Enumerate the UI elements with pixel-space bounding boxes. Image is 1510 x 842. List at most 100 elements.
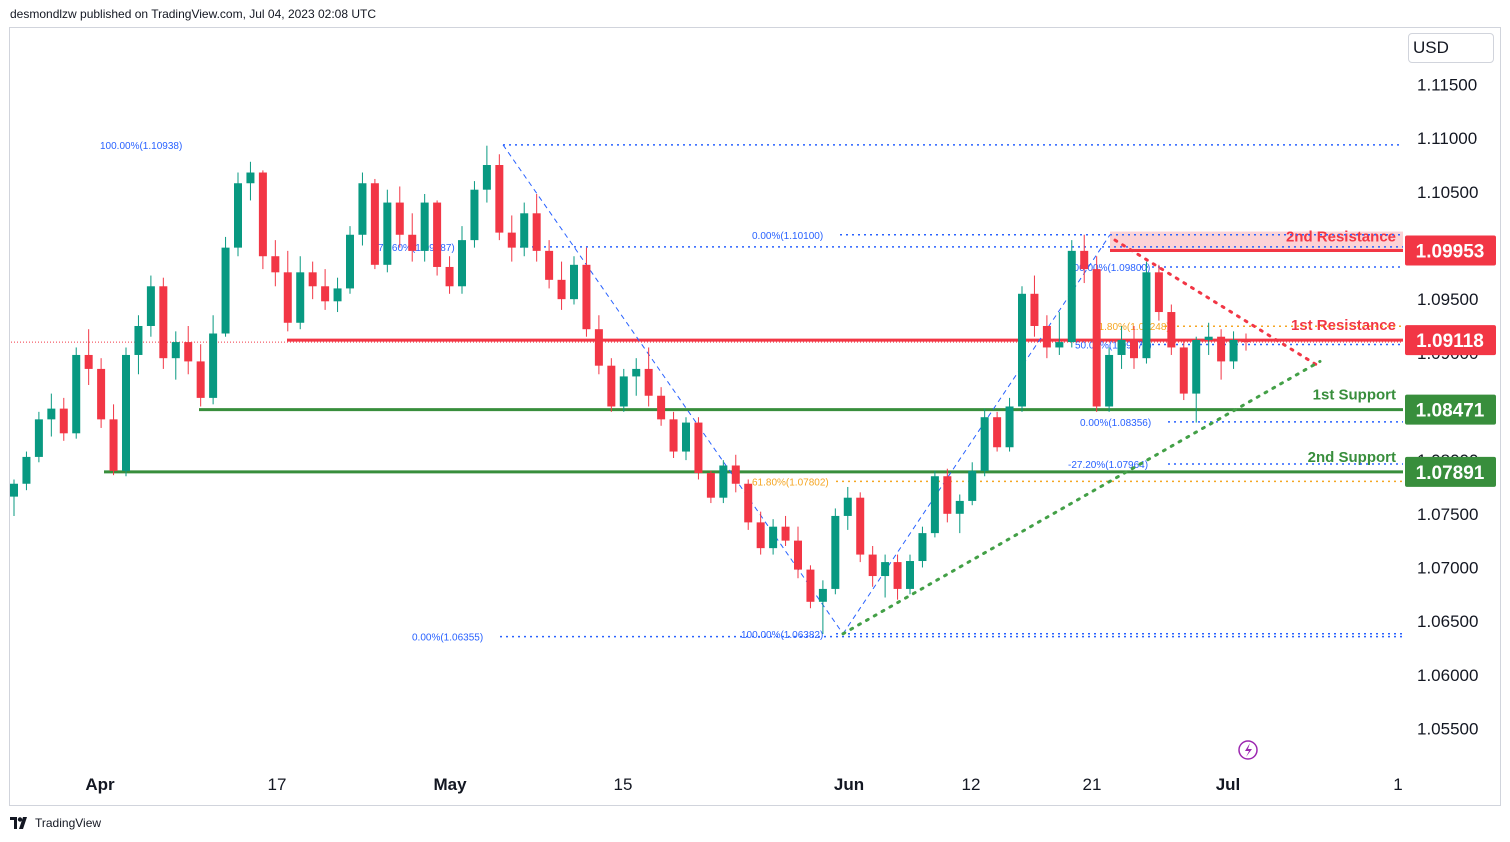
candle-body: [756, 522, 765, 549]
candle-body: [644, 368, 653, 396]
candle-body: [968, 470, 977, 501]
candle: [1204, 322, 1213, 355]
level-label: 2nd Support: [1308, 449, 1396, 466]
candle-body: [159, 286, 168, 359]
candle-body: [122, 354, 130, 471]
candle-body: [1204, 336, 1213, 340]
candle-body: [769, 526, 778, 549]
candle-body: [1092, 269, 1101, 407]
candle-body: [1117, 339, 1126, 355]
candle-body: [271, 256, 280, 273]
candle: [346, 226, 354, 294]
candle: [856, 492, 865, 563]
fib-label: 100.00%(1.09800): [1068, 263, 1150, 274]
candle-body: [134, 325, 143, 355]
candle-body: [619, 376, 628, 407]
candle-body: [594, 329, 603, 366]
x-tick-label: Apr: [85, 775, 115, 794]
candle: [682, 417, 690, 461]
candle: [532, 193, 541, 262]
candle: [358, 172, 367, 246]
candle: [34, 411, 43, 463]
candle-body: [184, 342, 193, 362]
x-tick-label: Jul: [1216, 775, 1241, 794]
y-tick-label: 1.10500: [1417, 183, 1478, 202]
candle-body: [1005, 406, 1014, 448]
candle: [1179, 339, 1188, 401]
candle: [10, 479, 18, 516]
candle: [246, 161, 255, 201]
fib-diagonal: [502, 144, 844, 635]
candle-body: [955, 500, 964, 514]
candle-body: [1067, 250, 1076, 343]
x-tick-label: 21: [1083, 775, 1102, 794]
candle: [184, 325, 193, 375]
candle: [296, 256, 305, 330]
candle: [72, 347, 81, 439]
candle-body: [694, 422, 703, 474]
candle: [420, 193, 429, 262]
price-tag-bg: [1405, 325, 1496, 356]
x-tick-label: May: [433, 775, 467, 794]
candle: [283, 250, 292, 332]
price-tag: 1.09953: [1405, 235, 1496, 266]
candle: [258, 170, 267, 270]
time-axis: Apr 17 May 15 Jun 12 21 Jul 1: [85, 775, 1402, 794]
candle-body: [1080, 250, 1089, 270]
candle: [781, 515, 790, 546]
candle-body: [582, 264, 591, 330]
price-tag: 1.07891: [1405, 456, 1496, 487]
candle: [1080, 234, 1089, 284]
fib-label: 100.00%(1.10938): [100, 141, 182, 152]
level-label: 1st Support: [1313, 387, 1396, 404]
price-tag: 1.09118: [1405, 325, 1496, 356]
candle-body: [719, 465, 728, 498]
candle: [221, 236, 230, 337]
candle: [59, 397, 68, 441]
bolt-icon[interactable]: [1238, 740, 1258, 760]
candle: [1005, 397, 1014, 452]
trendlines: [11, 144, 1403, 636]
candle-body: [221, 247, 230, 334]
candle-body: [1055, 342, 1064, 348]
price-tags: 1.09953 1.09118 1.08471 1.07891: [1405, 235, 1496, 487]
candle-body: [171, 342, 180, 359]
y-tick-label: 1.09500: [1417, 290, 1478, 309]
footer-brand[interactable]: TradingView: [10, 816, 101, 830]
candle-body: [59, 408, 68, 434]
candle-body: [445, 266, 454, 287]
candle: [1030, 275, 1039, 337]
candle-body: [632, 368, 641, 377]
y-tick-label: 1.07500: [1417, 505, 1478, 524]
candle-body: [333, 288, 342, 302]
candle-body: [868, 554, 877, 577]
resistance-zone: [1110, 231, 1403, 251]
support-resistance-levels: 2nd Resistance 1st Resistance 1st Support 2…: [104, 229, 1403, 474]
candle: [507, 215, 516, 262]
x-tick-label: 17: [268, 775, 287, 794]
candle: [520, 202, 529, 257]
level-label: 1st Resistance: [1291, 317, 1396, 334]
candle: [321, 269, 330, 310]
candle-body: [346, 234, 354, 289]
candle: [234, 172, 242, 257]
candle-body: [806, 569, 815, 602]
candle: [47, 393, 56, 437]
candle-body: [34, 419, 43, 457]
candle-body: [682, 422, 690, 452]
candle: [159, 277, 168, 369]
candle: [1142, 261, 1151, 364]
candle: [1117, 325, 1126, 369]
candle-body: [557, 279, 566, 300]
candle-body: [283, 272, 292, 323]
candle-body: [258, 172, 267, 257]
currency-button[interactable]: USD: [1408, 33, 1494, 63]
price-tag-label: 1.08471: [1416, 401, 1485, 422]
candle-body: [1042, 325, 1051, 348]
candle-body: [980, 417, 989, 471]
candle: [1105, 347, 1114, 412]
candle: [644, 347, 653, 407]
candle-body: [545, 250, 554, 280]
candle-body: [482, 165, 491, 190]
